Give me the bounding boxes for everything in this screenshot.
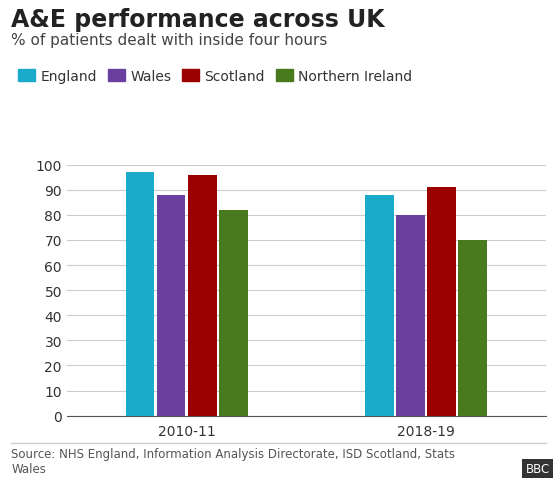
Text: % of patients dealt with inside four hours: % of patients dealt with inside four hou… [11, 33, 328, 48]
Bar [125, 173, 154, 416]
Bar [427, 188, 456, 416]
Bar [188, 175, 217, 416]
Text: Source: NHS England, Information Analysis Directorate, ISD Scotland, Stats
Wales: Source: NHS England, Information Analysi… [11, 447, 455, 475]
Bar [365, 195, 394, 416]
Text: A&E performance across UK: A&E performance across UK [11, 8, 385, 32]
Bar [396, 215, 425, 416]
Bar [458, 240, 487, 416]
Bar [219, 210, 248, 416]
Bar [157, 195, 185, 416]
Text: BBC: BBC [525, 462, 550, 475]
Legend: England, Wales, Scotland, Northern Ireland: England, Wales, Scotland, Northern Irela… [18, 70, 412, 84]
